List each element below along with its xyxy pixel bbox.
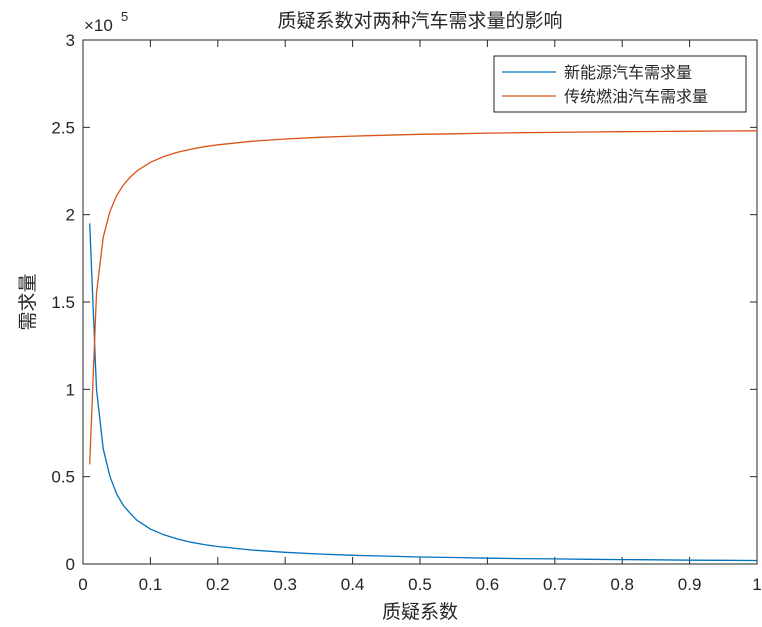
x-tick-label: 0.6 [476, 575, 500, 594]
y-tick-label: 2 [66, 206, 75, 225]
x-tick-label: 1 [752, 575, 761, 594]
y-axis-exponent: ×10 5 [84, 9, 128, 35]
y-tick-label: 0.5 [51, 468, 75, 487]
x-tick-label: 0.8 [610, 575, 634, 594]
x-tick-label: 0 [78, 575, 87, 594]
x-tick-label: 0.5 [408, 575, 432, 594]
axes-box [82, 39, 758, 565]
series-line-2 [89, 130, 758, 465]
legend-label-1: 新能源汽车需求量 [564, 63, 692, 82]
legend-box [493, 55, 747, 113]
legend-label-2: 传统燃油汽车需求量 [564, 87, 708, 106]
x-tick-label: 0.1 [139, 575, 163, 594]
x-tick-label: 0.2 [206, 575, 230, 594]
chart-title: 质疑系数对两种汽车需求量的影响 [277, 10, 562, 32]
x-tick-label: 0.7 [543, 575, 567, 594]
x-axis-title: 质疑系数 [382, 601, 458, 623]
series-line-1 [89, 223, 758, 562]
y-exponent-base: ×10 [84, 16, 113, 35]
y-tick-label: 0 [66, 555, 75, 574]
x-tick-label: 0.9 [678, 575, 702, 594]
y-tick-label: 1 [66, 380, 75, 399]
x-tick-label: 0.3 [273, 575, 297, 594]
y-tick-label: 3 [66, 31, 75, 50]
y-tick-label: 1.5 [51, 293, 75, 312]
y-tick-label: 2.5 [51, 118, 75, 137]
y-exponent-power: 5 [121, 9, 128, 24]
x-tick-label: 0.4 [341, 575, 365, 594]
plot-area: 0 0.1 0.2 0.3 0.4 0.5 0.6 0.7 0.8 0.9 1 0 0.5 1 1.5 2 2.… [51, 31, 761, 594]
y-axis-title: 需求量 [17, 273, 39, 330]
